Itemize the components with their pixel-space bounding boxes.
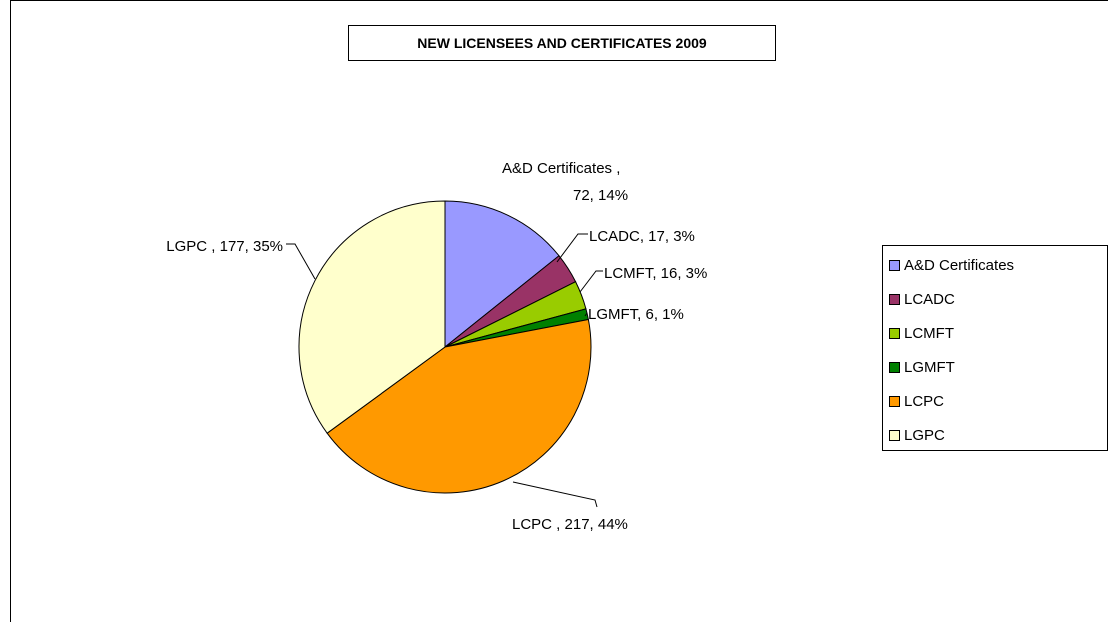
legend: A&D Certificates LCADC LCMFT LGMFT LCPC LGPC — [882, 245, 1108, 451]
legend-item: LCMFT — [889, 323, 954, 343]
legend-swatch — [889, 395, 900, 407]
legend-swatch — [889, 361, 900, 373]
leader-line — [584, 312, 588, 317]
data-label: LCPC , 217, 44% — [512, 516, 628, 533]
legend-label: LGPC — [904, 426, 945, 444]
legend-label: LGMFT — [904, 358, 955, 376]
data-label: A&D Certificates , — [502, 160, 620, 177]
chart-title: NEW LICENSEES AND CERTIFICATES 2009 — [348, 25, 776, 61]
legend-label: A&D Certificates — [904, 256, 1015, 274]
legend-swatch — [889, 327, 900, 339]
data-label: LCMFT, 16, 3% — [604, 265, 707, 282]
legend-swatch — [889, 429, 900, 441]
legend-label: LCADC — [904, 290, 955, 308]
legend-item: LCADC — [889, 289, 955, 309]
data-label: 72, 14% — [573, 187, 628, 204]
legend-label: LCMFT — [904, 324, 954, 342]
data-label: LGMFT, 6, 1% — [588, 306, 684, 323]
legend-item: LGPC — [889, 425, 945, 445]
leader-line — [579, 270, 603, 293]
pie-slice-a-d-certificates — [444, 200, 560, 349]
pie-slice-lcpc — [326, 318, 592, 494]
data-label: LGPC , 177, 35% — [166, 238, 283, 255]
chart-area — [10, 0, 1108, 622]
leader-line — [286, 243, 316, 280]
leader-line — [512, 481, 598, 508]
legend-label: LCPC — [904, 392, 945, 410]
pie-slice-lgpc — [298, 200, 446, 434]
legend-item: LCPC — [889, 391, 944, 411]
legend-swatch — [889, 259, 900, 271]
leader-line — [556, 233, 588, 263]
legend-swatch — [889, 293, 900, 305]
legend-item: A&D Certificates — [889, 255, 1014, 275]
data-label: LCADC, 17, 3% — [589, 228, 695, 245]
legend-item: LGMFT — [889, 357, 955, 377]
